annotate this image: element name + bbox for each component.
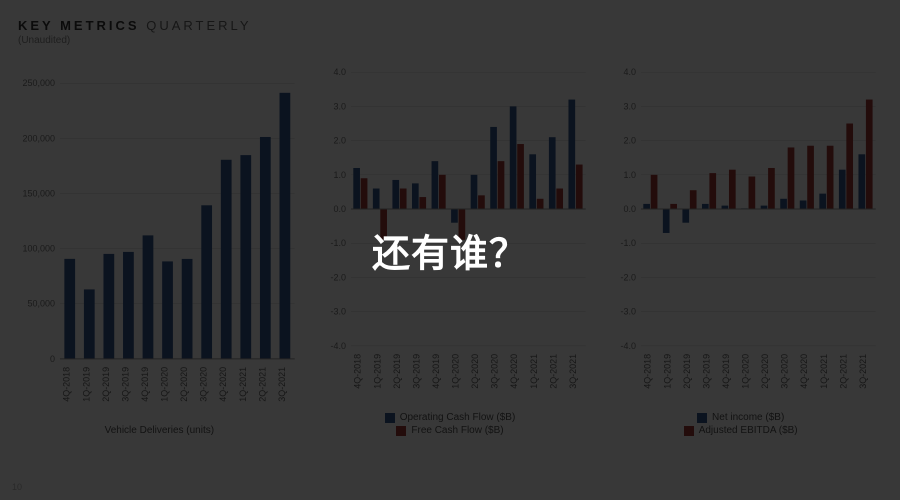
svg-text:1Q-2020: 1Q-2020 (741, 354, 751, 389)
svg-text:4.0: 4.0 (624, 67, 636, 77)
svg-text:4Q-2018: 4Q-2018 (352, 354, 362, 389)
svg-text:100,000: 100,000 (23, 244, 55, 254)
svg-text:3Q-2020: 3Q-2020 (780, 354, 790, 389)
svg-text:4Q-2020: 4Q-2020 (509, 354, 519, 389)
svg-text:4.0: 4.0 (333, 67, 345, 77)
chart-income-plot: -4.0 -3.0 -2.0 -1.0 0.0 1.0 2.0 3.0 4.0 4Q-2018 1Q… (599, 66, 882, 408)
page-number: 10 (12, 482, 22, 492)
legend-ocf-label: Operating Cash Flow ($B) (400, 412, 516, 423)
legend-fcf: Free Cash Flow ($B) (396, 425, 503, 436)
chart-deliveries: 0 50,000 100,000 150,000 200,000 250,000 4Q-20… (18, 66, 301, 436)
svg-text:-1.0: -1.0 (621, 238, 636, 248)
svg-text:4Q-2019: 4Q-2019 (431, 354, 441, 389)
svg-text:-4.0: -4.0 (330, 341, 345, 351)
legend-ebitda: Adjusted EBITDA ($B) (684, 425, 798, 436)
svg-text:3Q-2020: 3Q-2020 (489, 354, 499, 389)
svg-text:2Q-2021: 2Q-2021 (839, 354, 849, 389)
legend-ni: Net income ($B) (697, 412, 784, 423)
legend-ocf: Operating Cash Flow ($B) (385, 412, 516, 423)
svg-text:4Q-2018: 4Q-2018 (62, 367, 72, 402)
svg-text:1Q-2020: 1Q-2020 (450, 354, 460, 389)
legend-ni-label: Net income ($B) (712, 412, 784, 423)
svg-text:2Q-2021: 2Q-2021 (257, 367, 267, 402)
swatch-ni (697, 413, 707, 423)
page-subtitle: (Unaudited) (18, 35, 882, 46)
svg-text:4Q-2020: 4Q-2020 (800, 354, 810, 389)
svg-text:4Q-2019: 4Q-2019 (721, 354, 731, 389)
svg-text:3Q-2021: 3Q-2021 (858, 354, 868, 389)
svg-text:2Q-2019: 2Q-2019 (682, 354, 692, 389)
svg-text:3.0: 3.0 (333, 101, 345, 111)
title-light: QUARTERLY (146, 18, 251, 33)
svg-text:4Q-2019: 4Q-2019 (140, 367, 150, 402)
title-bold: KEY METRICS (18, 18, 140, 33)
svg-text:0.0: 0.0 (333, 204, 345, 214)
svg-text:1Q-2021: 1Q-2021 (528, 354, 538, 389)
overlay-text: 还有谁？ (372, 223, 528, 278)
svg-text:50,000: 50,000 (28, 299, 55, 309)
svg-text:2Q-2020: 2Q-2020 (760, 354, 770, 389)
chart-deliveries-caption: Vehicle Deliveries (units) (18, 421, 301, 436)
svg-text:1Q-2019: 1Q-2019 (81, 367, 91, 402)
svg-text:3Q-2020: 3Q-2020 (199, 367, 209, 402)
legend-fcf-label: Free Cash Flow ($B) (411, 425, 503, 436)
svg-text:4Q-2020: 4Q-2020 (218, 367, 228, 402)
svg-text:0: 0 (50, 354, 55, 364)
svg-text:-3.0: -3.0 (330, 307, 345, 317)
chart-income: -4.0 -3.0 -2.0 -1.0 0.0 1.0 2.0 3.0 4.0 4Q-2018 1Q… (599, 66, 882, 436)
svg-text:3Q-2019: 3Q-2019 (411, 354, 421, 389)
svg-text:1Q-2019: 1Q-2019 (372, 354, 382, 389)
svg-text:150,000: 150,000 (23, 188, 55, 198)
svg-text:2Q-2020: 2Q-2020 (179, 367, 189, 402)
svg-text:4Q-2018: 4Q-2018 (643, 354, 653, 389)
svg-text:3Q-2019: 3Q-2019 (120, 367, 130, 402)
page-title: KEY METRICS QUARTERLY (18, 18, 882, 33)
svg-text:-2.0: -2.0 (621, 272, 636, 282)
svg-text:1Q-2021: 1Q-2021 (238, 367, 248, 402)
swatch-ebitda (684, 426, 694, 436)
chart-deliveries-plot: 0 50,000 100,000 150,000 200,000 250,000 4Q-20… (18, 66, 301, 421)
svg-text:1.0: 1.0 (624, 170, 636, 180)
swatch-ocf (385, 413, 395, 423)
svg-text:1Q-2019: 1Q-2019 (663, 354, 673, 389)
header: KEY METRICS QUARTERLY (Unaudited) (18, 18, 882, 46)
svg-text:-4.0: -4.0 (621, 341, 636, 351)
chart-cashflow-legend: Operating Cash Flow ($B) Free Cash Flow … (309, 408, 592, 436)
svg-text:3.0: 3.0 (624, 101, 636, 111)
svg-text:2Q-2019: 2Q-2019 (392, 354, 402, 389)
svg-text:1Q-2020: 1Q-2020 (160, 367, 170, 402)
svg-text:250,000: 250,000 (23, 78, 55, 88)
svg-text:2.0: 2.0 (333, 136, 345, 146)
svg-text:2Q-2021: 2Q-2021 (548, 354, 558, 389)
svg-text:2Q-2020: 2Q-2020 (470, 354, 480, 389)
svg-text:-1.0: -1.0 (330, 238, 345, 248)
svg-text:3Q-2021: 3Q-2021 (568, 354, 578, 389)
svg-text:2Q-2019: 2Q-2019 (101, 367, 111, 402)
svg-text:0.0: 0.0 (624, 204, 636, 214)
svg-text:200,000: 200,000 (23, 133, 55, 143)
svg-text:3Q-2021: 3Q-2021 (277, 367, 287, 402)
swatch-fcf (396, 426, 406, 436)
legend-ebitda-label: Adjusted EBITDA ($B) (699, 425, 798, 436)
svg-text:1Q-2021: 1Q-2021 (819, 354, 829, 389)
svg-text:-2.0: -2.0 (330, 272, 345, 282)
chart-income-legend: Net income ($B) Adjusted EBITDA ($B) (599, 408, 882, 436)
svg-text:-3.0: -3.0 (621, 307, 636, 317)
svg-text:1.0: 1.0 (333, 170, 345, 180)
svg-text:2.0: 2.0 (624, 136, 636, 146)
svg-text:3Q-2019: 3Q-2019 (702, 354, 712, 389)
